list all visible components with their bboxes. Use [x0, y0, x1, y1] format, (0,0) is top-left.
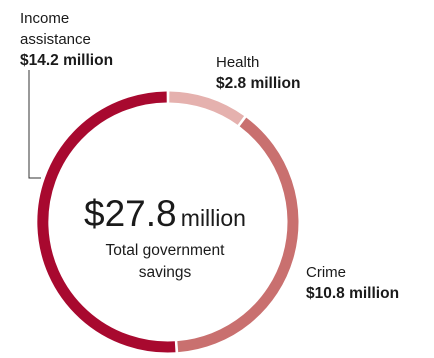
total-caption-line2: savings: [138, 264, 192, 281]
center-total: $27.8 million Total government savings: [60, 192, 270, 284]
total-caption: Total government savings: [60, 240, 270, 284]
donut-segment-health: [169, 91, 245, 125]
health-label: Health $2.8 million: [216, 52, 300, 94]
income-assistance-value: $14.2 million: [20, 52, 114, 69]
crime-name: Crime: [306, 264, 346, 281]
health-value: $2.8 million: [216, 75, 301, 92]
income-assistance-label: Income assistance $14.2 million: [20, 8, 113, 71]
donut-segment-income-assistance: [37, 91, 176, 353]
crime-label: Crime $10.8 million: [306, 262, 399, 304]
total-unit: million: [180, 205, 246, 231]
total-caption-line1: Total government: [105, 242, 225, 259]
donut-segments: [37, 91, 299, 353]
total-amount: $27.8: [84, 193, 177, 234]
total-amount-row: $27.8 million: [60, 192, 270, 244]
income-assistance-name-line2: assistance: [20, 31, 91, 48]
crime-value: $10.8 million: [306, 285, 400, 302]
donut-segment-crime: [177, 117, 299, 353]
income-leader-line: [28, 70, 41, 179]
health-name: Health: [216, 54, 260, 71]
income-assistance-name-line1: Income: [20, 10, 70, 27]
